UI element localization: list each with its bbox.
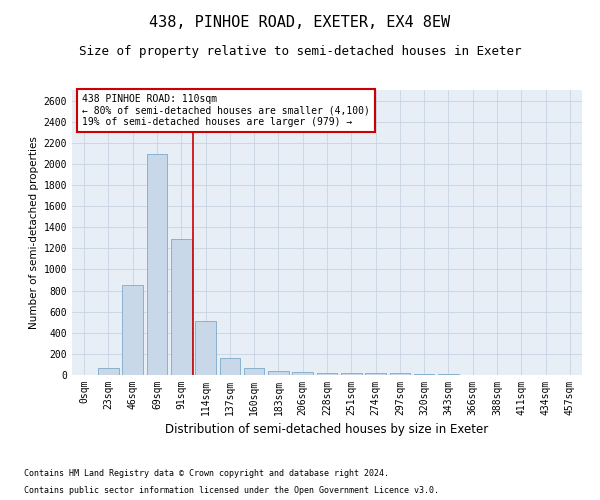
- Text: 438 PINHOE ROAD: 110sqm
← 80% of semi-detached houses are smaller (4,100)
19% of: 438 PINHOE ROAD: 110sqm ← 80% of semi-de…: [82, 94, 370, 128]
- Bar: [341, 373, 362, 375]
- Bar: [146, 154, 167, 375]
- Bar: [220, 358, 240, 375]
- Text: Contains HM Land Registry data © Crown copyright and database right 2024.: Contains HM Land Registry data © Crown c…: [24, 468, 389, 477]
- Bar: [292, 372, 313, 375]
- Bar: [171, 239, 191, 375]
- Bar: [438, 374, 459, 375]
- Bar: [244, 368, 265, 375]
- Text: Size of property relative to semi-detached houses in Exeter: Size of property relative to semi-detach…: [79, 45, 521, 58]
- Bar: [122, 286, 143, 375]
- Bar: [389, 373, 410, 375]
- Text: Contains public sector information licensed under the Open Government Licence v3: Contains public sector information licen…: [24, 486, 439, 495]
- Bar: [414, 374, 434, 375]
- Text: 438, PINHOE ROAD, EXETER, EX4 8EW: 438, PINHOE ROAD, EXETER, EX4 8EW: [149, 15, 451, 30]
- Bar: [365, 374, 386, 375]
- Bar: [317, 373, 337, 375]
- Bar: [195, 321, 216, 375]
- X-axis label: Distribution of semi-detached houses by size in Exeter: Distribution of semi-detached houses by …: [166, 424, 488, 436]
- Bar: [268, 371, 289, 375]
- Y-axis label: Number of semi-detached properties: Number of semi-detached properties: [29, 136, 40, 329]
- Bar: [98, 368, 119, 375]
